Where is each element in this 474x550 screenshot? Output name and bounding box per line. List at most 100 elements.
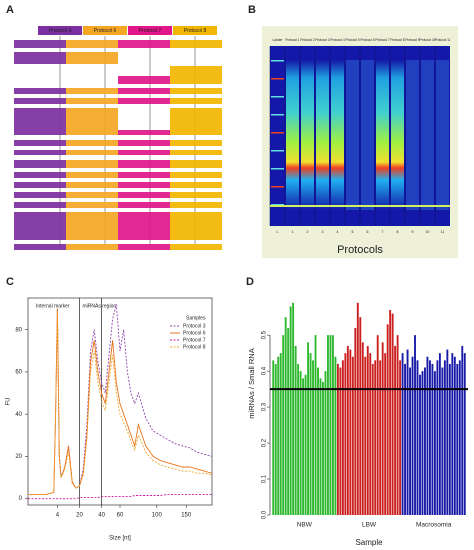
- legend-label: Protocol 8: [183, 344, 206, 350]
- bar: [302, 378, 305, 515]
- lane-label: Protocol 6: [360, 38, 375, 42]
- protocol-header: [128, 26, 172, 35]
- bar: [428, 360, 431, 515]
- flow-step: [66, 88, 118, 94]
- electropherogram: 0 20 40 60 80 4 20 40 60 100 150 Internal marker miR…: [6, 297, 213, 542]
- lane-number: 2: [307, 230, 309, 234]
- lane-label: Protocol 10: [419, 38, 435, 42]
- gel-caption: Protocols: [337, 244, 383, 256]
- bar: [446, 349, 449, 515]
- flow-step: [170, 40, 222, 48]
- bar: [421, 371, 424, 515]
- bar: [394, 345, 397, 515]
- flow-step: [14, 244, 66, 250]
- bar: [329, 335, 332, 515]
- protocol-header: [83, 26, 127, 35]
- flow-step: [118, 202, 170, 208]
- y-tick-label: 0.1: [262, 474, 268, 483]
- legend-label: Protocol 7: [183, 337, 206, 343]
- flow-step: [66, 40, 118, 48]
- flow-step: [118, 76, 170, 84]
- flow-step: [170, 140, 222, 146]
- flow-step: [170, 244, 222, 250]
- flow-step: [170, 150, 222, 155]
- bar: [443, 360, 446, 515]
- bar: [399, 360, 402, 515]
- y-tick-label: 0.0: [262, 510, 268, 519]
- flow-step: [118, 130, 170, 135]
- y-tick-label: 80: [15, 327, 22, 333]
- bar: [317, 367, 319, 515]
- legend-label: Protocol 3: [183, 323, 206, 329]
- lane: [316, 60, 329, 210]
- flow-step: [118, 182, 170, 188]
- bar: [426, 356, 429, 515]
- marker-band: [270, 205, 450, 207]
- ladder-band: [271, 204, 284, 206]
- x-tick-label: 60: [117, 513, 124, 519]
- bar: [284, 317, 287, 515]
- lane: [301, 60, 314, 210]
- bar: [361, 342, 364, 515]
- ladder-band: [271, 150, 284, 152]
- lane-number: 4: [337, 230, 339, 234]
- flow-step: [118, 98, 170, 104]
- bar: [314, 335, 317, 515]
- flow-step: [118, 172, 170, 178]
- bar: [297, 363, 300, 515]
- lane: [406, 60, 419, 210]
- ladder-band: [271, 132, 284, 134]
- bar: [406, 349, 409, 515]
- bar: [441, 367, 444, 515]
- bar: [279, 353, 282, 515]
- flow-step: [118, 40, 170, 48]
- flow-step: [118, 150, 170, 155]
- bar: [324, 371, 327, 515]
- bar: [339, 367, 342, 515]
- flow-step: [66, 202, 118, 208]
- lane-number: 10: [426, 230, 430, 234]
- bar: [386, 324, 389, 515]
- y-tick-label: 40: [15, 412, 22, 418]
- flow-step: [14, 202, 66, 208]
- bar: [381, 342, 384, 515]
- flow-step: [118, 140, 170, 146]
- bar: [346, 345, 349, 515]
- lane-label: Ladder: [273, 38, 284, 42]
- bar: [356, 302, 359, 515]
- flow-step: [118, 160, 170, 168]
- ladder-band: [271, 96, 284, 98]
- bar: [404, 363, 407, 515]
- bar: [349, 349, 352, 515]
- bar: [366, 345, 369, 515]
- flow-step: [14, 52, 66, 64]
- x-axis-label: Size [nt]: [109, 536, 131, 542]
- flow-step: [118, 88, 170, 94]
- ladder-band: [271, 114, 284, 116]
- flowchart: Protocol 3 Protocol 6 Protocol 7 Protocol 8: [14, 26, 222, 250]
- flow-step: [14, 150, 66, 155]
- lane-label: Protocol 8: [390, 38, 405, 42]
- bar: [289, 306, 292, 515]
- bar: [416, 360, 419, 515]
- ladder-band: [271, 168, 284, 170]
- x-tick-label: 20: [76, 513, 83, 519]
- bar: [379, 360, 382, 515]
- bar: [409, 367, 411, 515]
- flow-step: [170, 98, 222, 104]
- lane-number: L: [277, 230, 279, 234]
- bar: [341, 360, 344, 515]
- panel-label: D: [246, 276, 254, 288]
- bar: [307, 342, 310, 515]
- y-axis-label: miRNAs / Small RNA: [247, 348, 256, 418]
- lane-number: 8: [397, 230, 399, 234]
- bar: [453, 356, 456, 515]
- lane-label: Protocol 2: [300, 38, 315, 42]
- bar: [277, 356, 280, 515]
- flow-step: [170, 202, 222, 208]
- x-tick-label: 40: [98, 513, 105, 519]
- series-line: [28, 493, 212, 500]
- bar: [456, 363, 459, 515]
- lane: [331, 60, 344, 210]
